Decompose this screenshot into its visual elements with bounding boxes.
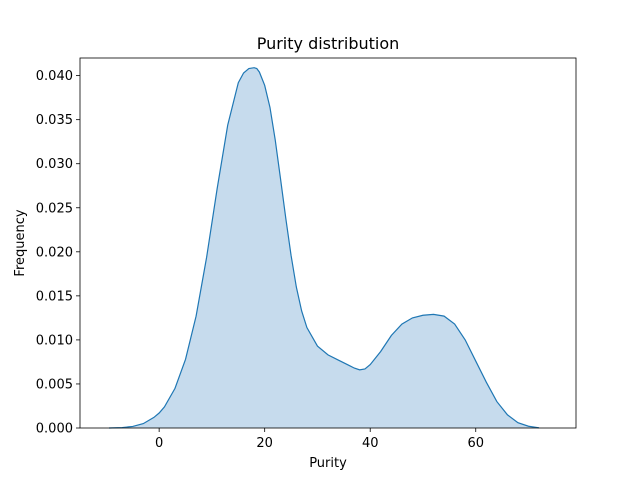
x-tick-label: 60 (467, 436, 484, 451)
y-tick-label: 0.005 (36, 377, 73, 392)
chart-title: Purity distribution (257, 34, 400, 53)
y-tick-label: 0.015 (36, 289, 73, 304)
y-tick-label: 0.025 (36, 201, 73, 216)
y-tick-label: 0.010 (36, 333, 73, 348)
x-tick-label: 20 (256, 436, 273, 451)
density-line (108, 67, 540, 429)
x-axis-label: Purity (309, 456, 347, 471)
density-fill (109, 67, 540, 428)
x-tick-label: 0 (155, 436, 163, 451)
plot-area (79, 57, 577, 429)
x-tick-label: 40 (362, 436, 379, 451)
plot-frame (79, 57, 577, 429)
y-tick-label: 0.035 (36, 113, 73, 128)
y-tick-label: 0.000 (36, 422, 73, 437)
y-axis: 0.000 0.005 0.010 0.015 0.020 0.025 0.030 0.035… (36, 69, 80, 437)
y-tick-label: 0.030 (36, 157, 73, 172)
y-tick-label: 0.040 (36, 69, 73, 84)
y-tick-label: 0.020 (36, 245, 73, 260)
y-axis-label: Frequency (13, 209, 28, 276)
x-axis: 0 20 40 60 (155, 428, 484, 451)
